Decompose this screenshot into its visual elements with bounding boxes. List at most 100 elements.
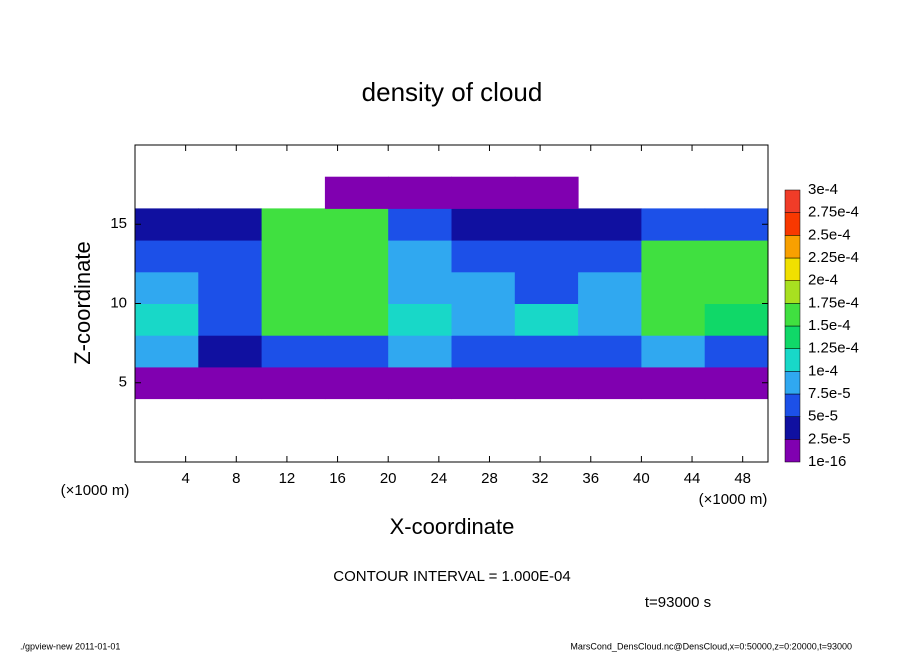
field-cell: [261, 240, 326, 273]
colorbar-box: [784, 257, 801, 281]
field-cell: [324, 335, 389, 368]
field-cell: [135, 208, 199, 241]
y-tick-label: 15: [110, 215, 127, 232]
field-cell: [641, 271, 706, 304]
field-cell: [324, 208, 389, 241]
field-cell: [641, 335, 706, 368]
field-cell: [198, 335, 263, 368]
field-cell: [261, 208, 326, 241]
x-tick-label: 36: [582, 470, 599, 487]
field-cell: [261, 303, 326, 336]
colorbar-label: 3e-4: [808, 181, 838, 198]
field-cell: [324, 366, 389, 400]
field-cell: [514, 208, 579, 241]
field-cell: [451, 176, 516, 209]
x-tick-label: 40: [633, 470, 650, 487]
colorbar-box: [784, 371, 801, 395]
x-unit-label: (×1000 m): [699, 491, 768, 508]
y-tick-label: 5: [119, 374, 127, 391]
field-cell: [641, 208, 706, 241]
field-cell: [261, 366, 326, 400]
field-cell: [451, 366, 516, 400]
field-cell: [578, 240, 642, 273]
colorbar-box: [784, 439, 801, 463]
field-cell: [388, 303, 452, 336]
x-tick-label: 12: [279, 470, 296, 487]
field-cell: [641, 303, 706, 336]
field-cell: [198, 240, 263, 273]
x-tick-label: 48: [734, 470, 751, 487]
field-cell: [135, 366, 199, 400]
field-cell: [514, 176, 579, 209]
field-cell: [198, 303, 263, 336]
field-cell: [514, 271, 579, 304]
colorbar-label: 7.5e-5: [808, 385, 851, 402]
x-tick-label: 4: [181, 470, 189, 487]
field-cell: [388, 208, 452, 241]
field-cell: [135, 240, 199, 273]
field-cell: [578, 271, 642, 304]
field-cell: [324, 303, 389, 336]
field-cell: [198, 208, 263, 241]
field-cell: [261, 335, 326, 368]
field-cell: [261, 271, 326, 304]
colorbar-label: 1.75e-4: [808, 294, 859, 311]
colorbar-box: [784, 303, 801, 327]
colorbar-box: [784, 393, 801, 417]
field-cell: [324, 176, 389, 209]
field-cell: [514, 240, 579, 273]
y-unit-label: (×1000 m): [61, 482, 130, 499]
x-tick-label: 16: [329, 470, 346, 487]
x-axis-label: X-coordinate: [390, 514, 515, 539]
colorbar-label: 2.25e-4: [808, 249, 859, 266]
x-tick-label: 20: [380, 470, 397, 487]
time-label: t=93000 s: [645, 594, 711, 611]
field-cell: [451, 240, 516, 273]
field-cell: [324, 240, 389, 273]
field-cell: [388, 335, 452, 368]
x-tick-label: 44: [684, 470, 701, 487]
field-cell: [641, 240, 706, 273]
field-cell: [451, 271, 516, 304]
field-cell: [704, 303, 769, 336]
field-cell: [451, 303, 516, 336]
field-cell: [578, 335, 642, 368]
field-cell: [514, 335, 579, 368]
field-cell: [704, 271, 769, 304]
colorbar-label: 1.25e-4: [808, 340, 859, 357]
field-cell: [388, 366, 452, 400]
field-cell: [641, 366, 706, 400]
field-cell: [514, 366, 579, 400]
colorbar-box: [784, 416, 801, 440]
colorbar-label: 2.5e-4: [808, 226, 851, 243]
y-axis-label: Z-coordinate: [70, 241, 95, 365]
x-tick-label: 24: [430, 470, 447, 487]
footer-right: MarsCond_DensCloud.nc@DensCloud,x=0:5000…: [570, 641, 852, 651]
field-cell: [198, 271, 263, 304]
colorbar-box: [784, 325, 801, 349]
field-cell: [135, 335, 199, 368]
field-cell: [388, 176, 452, 209]
colorbar-label: 5e-5: [808, 408, 838, 425]
field-cell: [578, 366, 642, 400]
colorbar-label: 1e-16: [808, 453, 846, 470]
field-cell: [578, 303, 642, 336]
x-tick-label: 32: [532, 470, 549, 487]
colorbar-label: 2e-4: [808, 272, 838, 289]
field-cell: [578, 208, 642, 241]
colorbar-label: 2.5e-5: [808, 430, 851, 447]
colorbar-box: [784, 189, 801, 213]
footer-left: ./gpview-new 2011-01-01: [20, 641, 120, 651]
y-tick-label: 10: [110, 294, 127, 311]
field-cell: [514, 303, 579, 336]
field-cell: [704, 208, 769, 241]
x-tick-label: 28: [481, 470, 498, 487]
colorbar-box: [784, 280, 801, 304]
colorbar-box: [784, 235, 801, 259]
chart-title: density of cloud: [362, 77, 543, 107]
field-cell: [451, 335, 516, 368]
colorbar-label: 1e-4: [808, 362, 838, 379]
colorbar-box: [784, 348, 801, 372]
field-cell: [388, 240, 452, 273]
